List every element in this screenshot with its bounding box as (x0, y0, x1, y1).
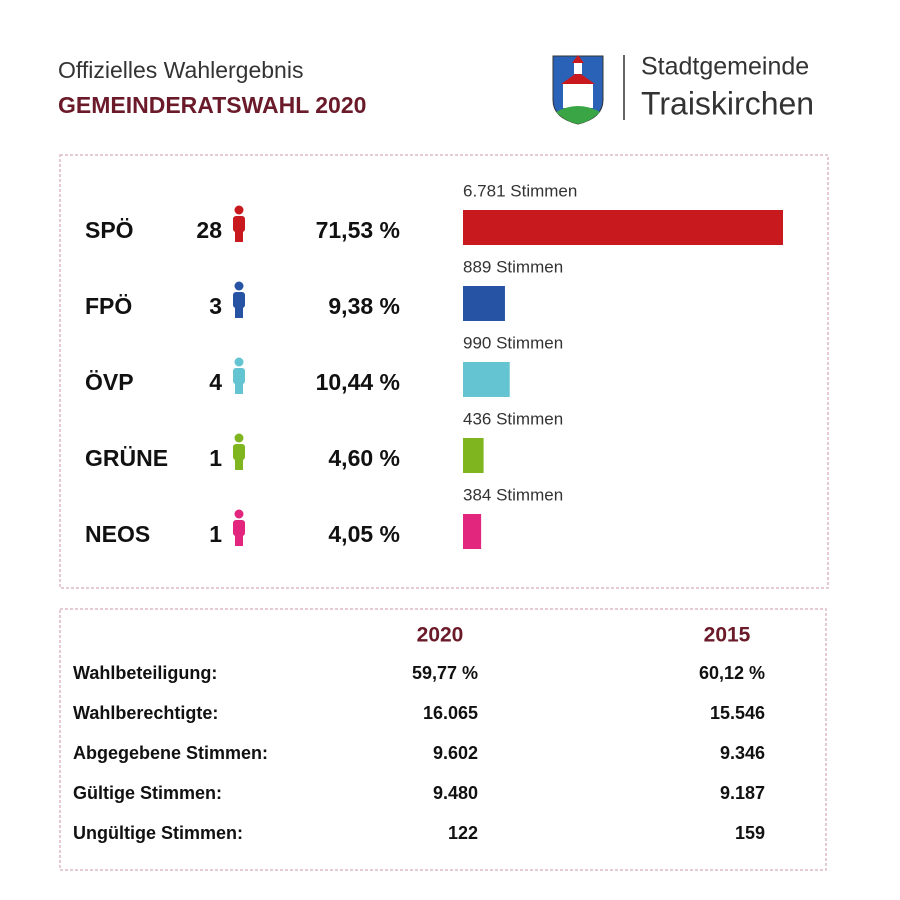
person-icon (233, 292, 245, 308)
bar (463, 286, 505, 321)
bar (463, 514, 482, 549)
percentage: 10,44 % (316, 369, 400, 395)
person-icon (234, 433, 244, 443)
row-label: Wahlberechtigte: (73, 703, 218, 723)
person-icon (233, 444, 245, 460)
bar (463, 362, 510, 397)
percentage: 4,05 % (328, 521, 400, 547)
value-label: 436 Stimmen (463, 409, 563, 428)
cell-value: 9.602 (433, 743, 478, 763)
value-label: 889 Stimmen (463, 257, 563, 276)
percentage: 4,60 % (328, 445, 400, 471)
value-label: 990 Stimmen (463, 333, 563, 352)
seats: 1 (209, 445, 222, 471)
title: GEMEINDERATSWAHL 2020 (58, 92, 366, 118)
seats: 3 (209, 293, 222, 319)
seats: 4 (209, 369, 222, 395)
cell-value: 16.065 (423, 703, 478, 723)
person-icon (233, 216, 245, 232)
percentage: 71,53 % (316, 217, 400, 243)
party-name: ÖVP (85, 369, 134, 395)
person-icon (235, 230, 243, 242)
org-name: Stadtgemeinde (641, 53, 809, 81)
cell-value: 122 (448, 823, 478, 843)
person-icon (235, 534, 243, 546)
cell-value: 9.346 (720, 743, 765, 763)
cell-value: 9.480 (433, 783, 478, 803)
person-icon (235, 458, 243, 470)
person-icon (233, 520, 245, 536)
row-label: Wahlbeteiligung: (73, 663, 217, 683)
party-name: NEOS (85, 521, 150, 547)
value-label: 384 Stimmen (463, 485, 563, 504)
stats-box (59, 608, 827, 871)
results-box (59, 154, 829, 589)
person-icon (234, 281, 244, 291)
seats: 28 (196, 217, 222, 243)
bar (463, 438, 484, 473)
person-icon (234, 205, 244, 215)
person-icon (235, 382, 243, 394)
person-icon (235, 306, 243, 318)
bar (463, 210, 783, 245)
org-name: Traiskirchen (641, 85, 814, 121)
row-label: Gültige Stimmen: (73, 783, 222, 803)
row-label: Ungültige Stimmen: (73, 823, 243, 843)
percentage: 9,38 % (328, 293, 400, 319)
row-label: Abgegebene Stimmen: (73, 743, 268, 763)
cell-value: 15.546 (710, 703, 765, 723)
cell-value: 60,12 % (699, 663, 765, 683)
cell-value: 59,77 % (412, 663, 478, 683)
column-header: 2015 (704, 624, 751, 647)
seats: 1 (209, 521, 222, 547)
cell-value: 9.187 (720, 783, 765, 803)
value-label: 6.781 Stimmen (463, 181, 577, 200)
party-name: FPÖ (85, 293, 132, 319)
cell-value: 159 (735, 823, 765, 843)
person-icon (234, 357, 244, 367)
coat-of-arms (552, 55, 604, 125)
subtitle: Offizielles Wahlergebnis (58, 57, 303, 83)
person-icon (233, 368, 245, 384)
party-name: SPÖ (85, 217, 134, 243)
person-icon (234, 509, 244, 519)
column-header: 2020 (417, 624, 464, 647)
party-name: GRÜNE (85, 445, 168, 471)
